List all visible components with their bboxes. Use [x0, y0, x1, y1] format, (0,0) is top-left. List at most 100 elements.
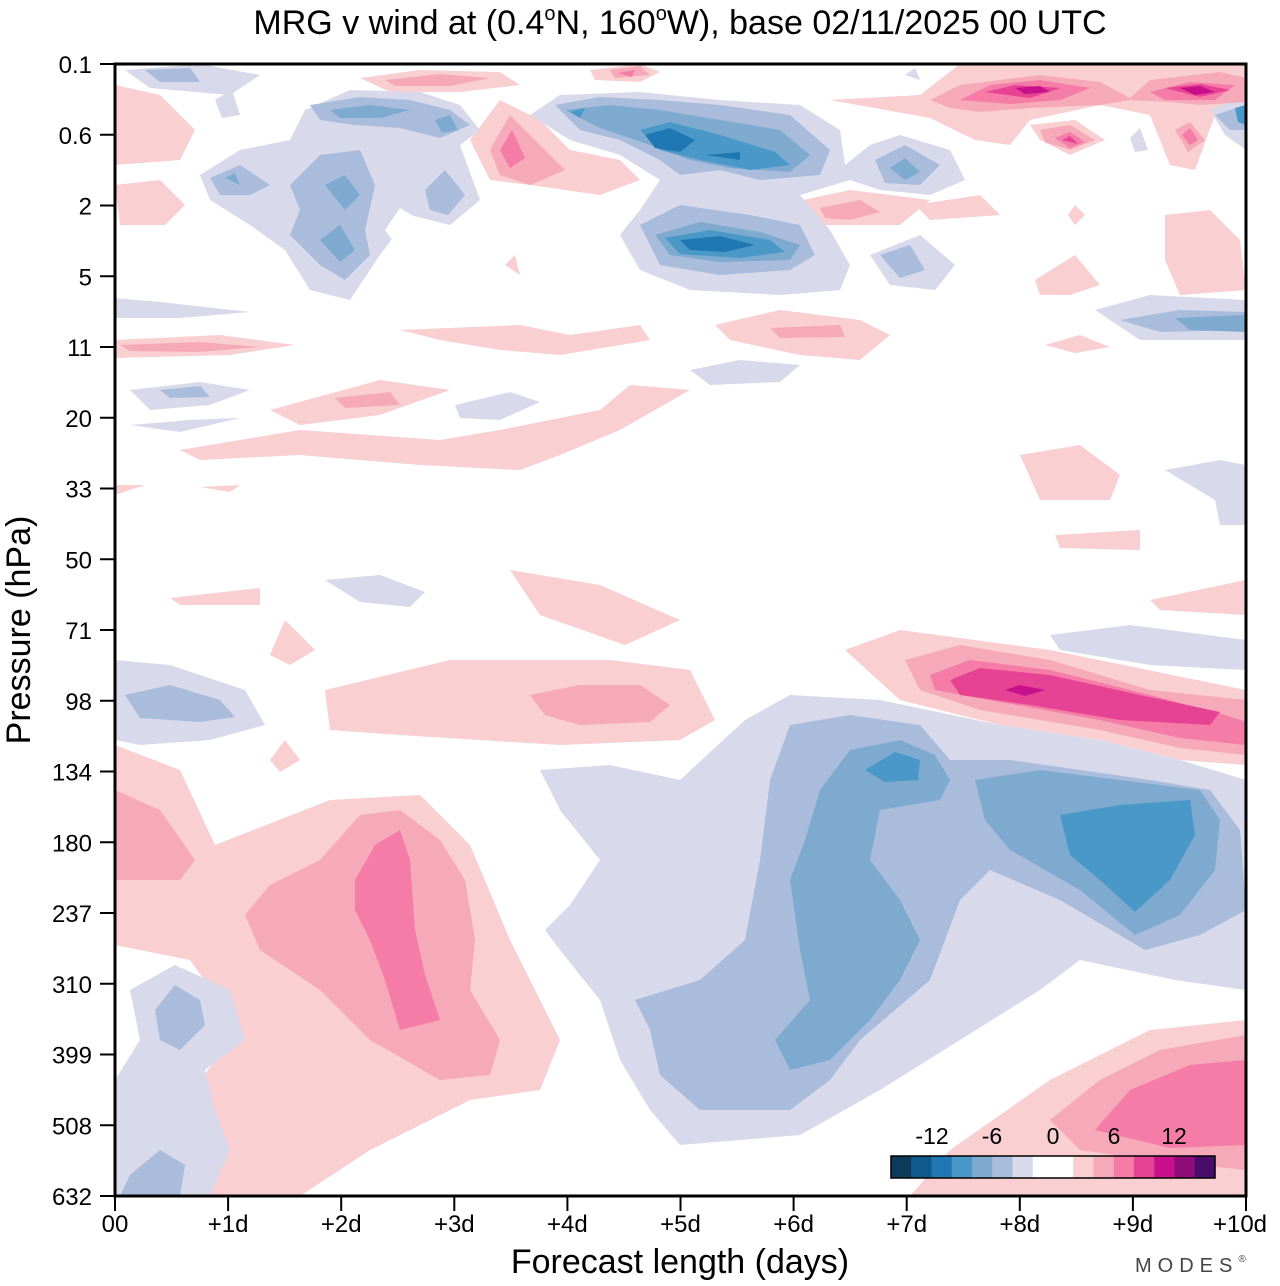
colorbar-label-4: 12: [1161, 1123, 1187, 1149]
title-degree-1: o: [544, 3, 555, 25]
modes-logo: MODES®: [1135, 1254, 1252, 1277]
contour-blue-6-strat-h: [435, 115, 458, 133]
contour-pink-4-strat-b: [385, 74, 490, 86]
x-axis-label: Forecast length (days): [511, 1243, 849, 1281]
contour-blue-2-f: [215, 90, 240, 118]
contour-blue-6-strat-a: [325, 175, 360, 210]
contour-blue-4-strat-b: [290, 150, 375, 280]
contour-blue-2-60: [325, 575, 425, 607]
contour-pink-2-d: [1150, 580, 1246, 615]
contour-pink-2-e: [1055, 530, 1140, 550]
contour-pink-10-tropopause: [1005, 685, 1045, 696]
y-tick-label-0: 0.1: [59, 52, 92, 79]
contour-blue-2-8b: [115, 298, 250, 318]
y-tick-label-2: 2: [79, 194, 92, 221]
colorbar-swatch: [1174, 1156, 1196, 1178]
contour-pink-8-tropopause: [950, 668, 1220, 725]
contour-blue-10-strat-b: [680, 236, 755, 252]
contour-pink-2-z: [505, 255, 520, 275]
contour-pink-2-o: [115, 85, 195, 165]
colorbar-swatch: [911, 1156, 932, 1178]
colorbar-swatch: [1194, 1156, 1216, 1178]
colorbar-swatch: [1134, 1156, 1155, 1178]
y-tick-label-15: 508: [52, 1113, 92, 1140]
x-tick-label-6: +6d: [773, 1211, 814, 1238]
contour-pink-2-x: [1165, 210, 1246, 295]
colorbar-swatch: [1093, 1156, 1115, 1178]
y-axis-label: Pressure (hPa): [0, 516, 38, 745]
contour-pink-8-strat-c: [1062, 136, 1078, 144]
contour-blue-4-lower-left: [155, 985, 205, 1050]
contour-blue-6-strat-i: [225, 173, 240, 185]
x-tick-label-5: +5d: [660, 1211, 701, 1238]
x-tick-label-3: +3d: [434, 1211, 475, 1238]
colorbar: -12 -6 0 6 12: [890, 1123, 1216, 1179]
contour-pink-6-mid-trop: [355, 830, 440, 1030]
modes-logo-text: MODES: [1135, 1255, 1238, 1277]
colorbar-swatch: [951, 1156, 973, 1178]
y-tick-label-12: 237: [52, 901, 92, 928]
contour-pink-2-ab: [1068, 205, 1085, 225]
contour-blue-10-strat-a: [645, 128, 695, 152]
contour-blue-4-strat-d: [425, 170, 465, 215]
contour-pink-2-f: [1020, 445, 1120, 500]
x-axis: 00 +1d +2d +3d +4d +5d +6d +7d +8d +9d +…: [102, 1196, 1267, 1238]
contour-pink-10-strat-a: [1015, 86, 1050, 94]
contour-blue-8-strat-c: [1235, 105, 1246, 125]
contour-pink-2-aa: [270, 740, 300, 772]
contour-blue-4-strat-j: [145, 68, 200, 82]
contour-pink-2-h: [180, 385, 690, 470]
x-tick-label-1: +1d: [208, 1211, 249, 1238]
y-axis: 0.1 0.6 2 5 11 20 33 50 71 98 134 180 23…: [52, 52, 115, 1211]
title-lat: N, 160: [556, 4, 656, 42]
y-tick-label-5: 20: [65, 406, 92, 433]
contour-pink-2-n: [1045, 335, 1110, 353]
x-tick-label-2: +2d: [321, 1211, 362, 1238]
colorbar-label-3: 6: [1108, 1123, 1121, 1149]
colorbar-swatch: [1012, 1156, 1034, 1178]
contour-pink-6-strat-e: [1182, 128, 1198, 145]
colorbar-label-0: -12: [915, 1123, 948, 1149]
contour-blue-4-strat-a: [210, 165, 270, 195]
contour-pink-2-y: [1035, 255, 1100, 295]
contour-blue-2-h: [905, 68, 920, 80]
x-tick-label-4: +4d: [547, 1211, 588, 1238]
contour-blue-2-25: [1165, 460, 1246, 525]
contour-fills: [115, 64, 1246, 1196]
contour-pink-2-b: [270, 620, 315, 665]
y-tick-label-9: 98: [65, 689, 92, 716]
y-tick-label-4: 11: [67, 335, 92, 362]
x-tick-label-10: +10d: [1213, 1211, 1267, 1238]
contour-pink-6-strat-f: [618, 70, 635, 77]
contour-blue-8-upper-trop-b: [865, 752, 920, 782]
colorbar-swatch: [931, 1156, 953, 1178]
colorbar-swatch: [1053, 1156, 1074, 1178]
colorbar-label-1: -6: [982, 1123, 1002, 1149]
contour-pink-4-20: [335, 392, 400, 408]
contour-pink-6-lower-trop: [1095, 1060, 1246, 1148]
contour-blue-10-strat-c: [705, 152, 740, 160]
title-prefix: MRG v wind at (0.4: [253, 4, 544, 42]
contour-blue-2-lower-left: [115, 965, 245, 1196]
title-degree-2: o: [656, 3, 667, 25]
x-tick-label-7: +7d: [886, 1211, 927, 1238]
contour-blue-4-strat-c: [310, 97, 470, 138]
contour-blue-8-strat-d: [570, 108, 585, 118]
contour-blue-4-lower-left-b: [120, 1150, 185, 1196]
contour-blue-6-upper-trop: [775, 740, 950, 1070]
contour-blue-6-strat-g: [1175, 315, 1246, 332]
x-tick-label-9: +9d: [1113, 1211, 1154, 1238]
colorbar-swatch: [1073, 1156, 1094, 1178]
contour-blue-4-strat-h: [880, 245, 925, 278]
contour-pink-2-l: [115, 485, 145, 495]
contour-blue-2-15: [690, 360, 800, 385]
y-tick-label-14: 399: [52, 1043, 92, 1070]
contour-pink-2-p: [115, 180, 185, 225]
contour-pink-4-mid-trop-left: [115, 790, 195, 880]
chart-title: MRG v wind at (0.4oN, 160oW), base 02/11…: [253, 3, 1106, 42]
contour-pink-2-c: [170, 588, 260, 605]
contour-blue-6-strat-f: [890, 158, 920, 180]
colorbar-swatch: [992, 1156, 1013, 1178]
contour-pink-2-u: [915, 195, 1000, 220]
